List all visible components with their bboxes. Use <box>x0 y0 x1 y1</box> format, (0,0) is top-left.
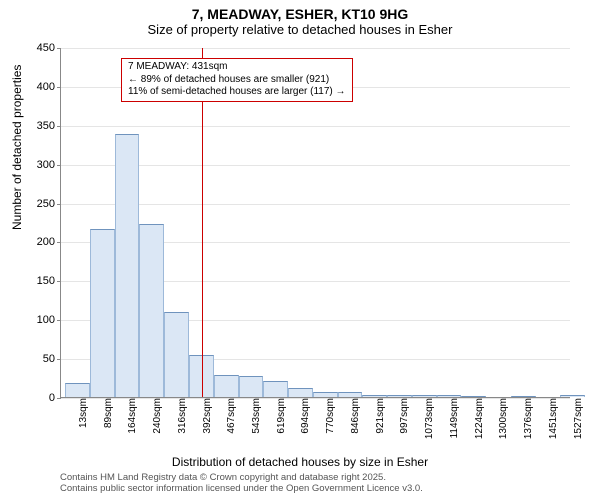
histogram-bar <box>362 395 387 397</box>
histogram-bar <box>90 229 115 397</box>
histogram-bar <box>164 312 189 397</box>
y-tick-label: 300 <box>15 159 55 171</box>
callout-line: ← 89% of detached houses are smaller (92… <box>128 74 346 87</box>
x-tick-label: 89sqm <box>103 398 114 448</box>
histogram-bar <box>437 395 462 397</box>
histogram-chart: 13sqm89sqm164sqm240sqm316sqm392sqm467sqm… <box>60 48 570 423</box>
y-tick-label: 350 <box>15 120 55 132</box>
y-tick-label: 200 <box>15 236 55 248</box>
x-tick-label: 846sqm <box>350 398 361 448</box>
x-tick-label: 164sqm <box>127 398 138 448</box>
x-tick-label: 1300sqm <box>498 398 509 448</box>
x-tick-label: 619sqm <box>276 398 287 448</box>
histogram-bar <box>139 224 164 397</box>
callout-line: 11% of semi-detached houses are larger (… <box>128 86 346 99</box>
y-tick-label: 400 <box>15 81 55 93</box>
histogram-bar <box>115 134 140 397</box>
histogram-bar <box>65 383 90 397</box>
plot-area: 13sqm89sqm164sqm240sqm316sqm392sqm467sqm… <box>60 48 570 398</box>
x-tick-label: 1527sqm <box>573 398 584 448</box>
callout-box: 7 MEADWAY: 431sqm← 89% of detached house… <box>121 58 353 102</box>
y-tick-label: 250 <box>15 198 55 210</box>
y-tick-label: 0 <box>15 392 55 404</box>
x-tick-label: 392sqm <box>202 398 213 448</box>
histogram-bar <box>387 395 412 397</box>
x-tick-label: 316sqm <box>177 398 188 448</box>
title-block: 7, MEADWAY, ESHER, KT10 9HG Size of prop… <box>0 0 600 37</box>
histogram-bar <box>313 392 338 397</box>
histogram-bar <box>263 381 288 397</box>
x-tick-label: 1376sqm <box>523 398 534 448</box>
x-tick-label: 1073sqm <box>424 398 435 448</box>
x-tick-label: 13sqm <box>78 398 89 448</box>
x-tick-label: 921sqm <box>375 398 386 448</box>
histogram-bar <box>214 375 239 397</box>
gridline <box>61 126 570 127</box>
y-tick-label: 100 <box>15 314 55 326</box>
x-tick-label: 467sqm <box>226 398 237 448</box>
callout-line: 7 MEADWAY: 431sqm <box>128 61 346 74</box>
x-tick-label: 1451sqm <box>548 398 559 448</box>
y-tick-label: 450 <box>15 42 55 54</box>
footer-line-2: Contains public sector information licen… <box>60 483 423 494</box>
histogram-bar <box>412 395 437 397</box>
footer-attribution: Contains HM Land Registry data © Crown c… <box>60 472 423 495</box>
footer-line-1: Contains HM Land Registry data © Crown c… <box>60 472 423 483</box>
x-tick-label: 240sqm <box>152 398 163 448</box>
page-title: 7, MEADWAY, ESHER, KT10 9HG <box>0 6 600 22</box>
x-tick-label: 543sqm <box>251 398 262 448</box>
histogram-bar <box>288 388 313 397</box>
x-tick-label: 694sqm <box>300 398 311 448</box>
histogram-bar <box>338 392 363 397</box>
histogram-bar <box>560 395 585 397</box>
x-tick-label: 997sqm <box>399 398 410 448</box>
y-tick-label: 150 <box>15 275 55 287</box>
histogram-bar <box>511 396 536 397</box>
y-tick-label: 50 <box>15 353 55 365</box>
histogram-bar <box>461 396 486 397</box>
x-tick-label: 1224sqm <box>474 398 485 448</box>
x-tick-label: 1149sqm <box>449 398 460 448</box>
x-tick-label: 770sqm <box>325 398 336 448</box>
gridline <box>61 48 570 49</box>
x-axis-title: Distribution of detached houses by size … <box>0 455 600 469</box>
histogram-bar <box>239 376 264 397</box>
page-subtitle: Size of property relative to detached ho… <box>0 22 600 37</box>
